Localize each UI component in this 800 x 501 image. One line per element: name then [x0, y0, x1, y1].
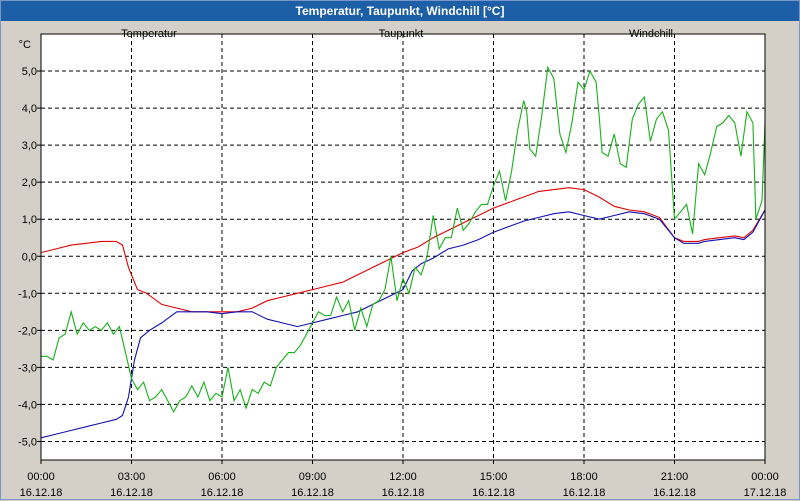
x-tick-time-label: 15:00: [480, 471, 508, 483]
y-tick-label: 0,0: [22, 251, 37, 263]
legend-label-windchill: Windchill: [629, 28, 673, 40]
legend-label-temperatur: Temperatur: [121, 28, 177, 40]
y-tick-label: 2,0: [22, 177, 37, 189]
x-tick-time-label: 00:00: [27, 471, 55, 483]
plot-border: [40, 33, 766, 461]
x-tick-time-label: 00:00: [751, 471, 779, 483]
y-tick-label: -1,0: [18, 288, 37, 300]
series-line-windchill: [41, 65, 766, 413]
legend-label-taupunkt: Taupunkt: [379, 28, 424, 40]
x-tick-date-label: 16.12.18: [291, 487, 334, 499]
series-line-temperatur: [40, 187, 766, 313]
x-tick-time-label: 21:00: [661, 471, 689, 483]
x-tick-date-label: 16.12.18: [201, 487, 244, 499]
x-tick-time-label: 06:00: [208, 471, 236, 483]
y-tick-label: 3,0: [22, 140, 37, 152]
x-tick-date-label: 16.12.18: [382, 487, 425, 499]
x-tick-date-label: 16.12.18: [653, 487, 696, 499]
y-tick-label: -5,0: [18, 436, 37, 448]
series-line-taupunkt: [40, 209, 766, 439]
x-tick-date-label: 17.12.18: [744, 487, 787, 499]
x-tick-time-label: 12:00: [389, 471, 417, 483]
x-tick-date-label: 16.12.18: [110, 487, 153, 499]
x-tick-time-label: 18:00: [570, 471, 598, 483]
x-tick-date-label: 16.12.18: [563, 487, 606, 499]
x-tick-date-label: 16.12.18: [472, 487, 515, 499]
y-tick-label: -3,0: [18, 362, 37, 374]
y-tick-label: -2,0: [18, 325, 37, 337]
window-title: Temperatur, Taupunkt, Windchill [°C]: [1, 1, 799, 21]
x-tick-date-label: 16.12.18: [20, 487, 63, 499]
y-axis-unit-label: °C: [19, 39, 31, 51]
x-tick-time-label: 09:00: [299, 471, 327, 483]
y-tick-label: 1,0: [22, 214, 37, 226]
y-tick-label: 4,0: [22, 103, 37, 115]
y-tick-label: -4,0: [18, 399, 37, 411]
y-tick-label: 5,0: [22, 66, 37, 78]
x-tick-time-label: 03:00: [118, 471, 146, 483]
